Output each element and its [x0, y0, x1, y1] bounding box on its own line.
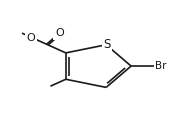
Text: Br: Br	[155, 61, 166, 71]
Text: O: O	[55, 28, 64, 38]
Text: O: O	[27, 33, 36, 43]
Text: S: S	[103, 38, 111, 51]
